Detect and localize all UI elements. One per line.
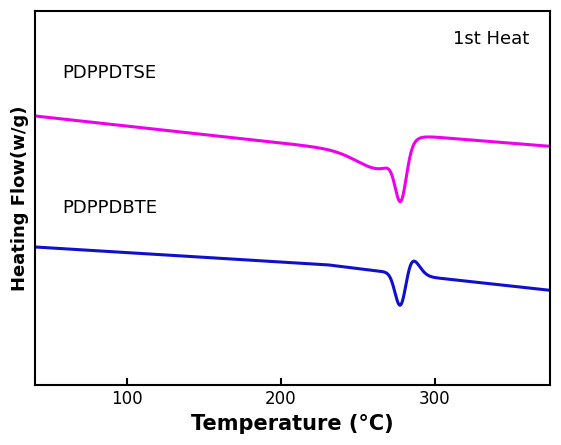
Text: PDPPDTSE: PDPPDTSE (62, 65, 157, 82)
Text: 1st Heat: 1st Heat (453, 30, 529, 48)
X-axis label: Temperature (°C): Temperature (°C) (191, 414, 394, 434)
Y-axis label: Heating Flow(w/g): Heating Flow(w/g) (11, 105, 29, 291)
Text: PDPPDBTE: PDPPDBTE (62, 199, 157, 217)
